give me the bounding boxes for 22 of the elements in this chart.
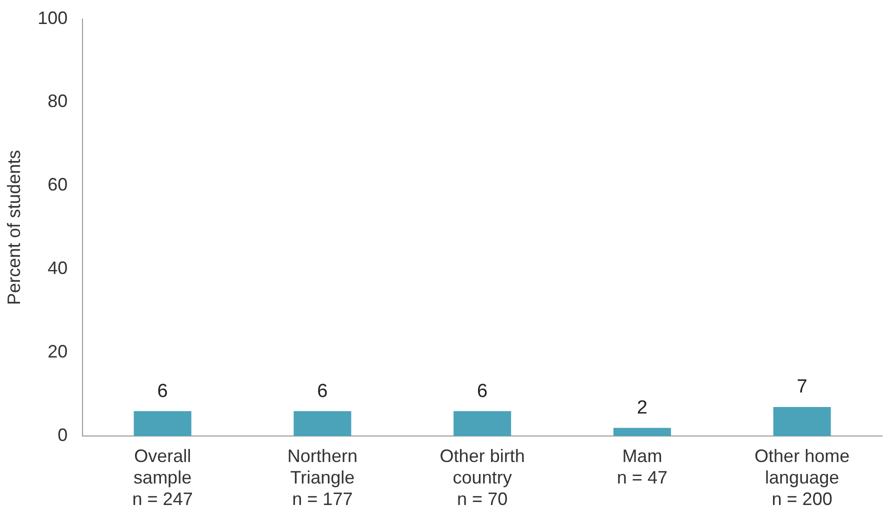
data-label: 6 bbox=[157, 380, 168, 402]
y-tick-label: 0 bbox=[58, 425, 68, 446]
bar bbox=[613, 428, 671, 436]
y-tick-label: 20 bbox=[48, 342, 68, 362]
y-tick-label: 80 bbox=[48, 91, 68, 112]
bar bbox=[294, 411, 352, 436]
x-tick-label: Northern Triangle n = 177 bbox=[287, 446, 358, 510]
bar bbox=[454, 411, 512, 436]
x-tick-label: Other home language n = 200 bbox=[754, 446, 850, 510]
x-tick-label: Other birth country n = 70 bbox=[440, 446, 525, 510]
data-label: 2 bbox=[636, 398, 648, 419]
x-tick-label: Mam n = 47 bbox=[616, 446, 668, 488]
data-label: 6 bbox=[477, 380, 488, 402]
y-axis-title: Percent of students bbox=[4, 150, 24, 306]
y-tick-label: 60 bbox=[48, 174, 68, 195]
data-label: 6 bbox=[317, 380, 328, 402]
x-tick-label: Overall sample n = 247 bbox=[132, 446, 193, 510]
y-tick-label: 40 bbox=[48, 258, 68, 278]
y-tick-label: 100 bbox=[38, 8, 68, 28]
bar bbox=[773, 406, 831, 436]
bar bbox=[134, 411, 192, 436]
data-label: 7 bbox=[796, 376, 808, 398]
